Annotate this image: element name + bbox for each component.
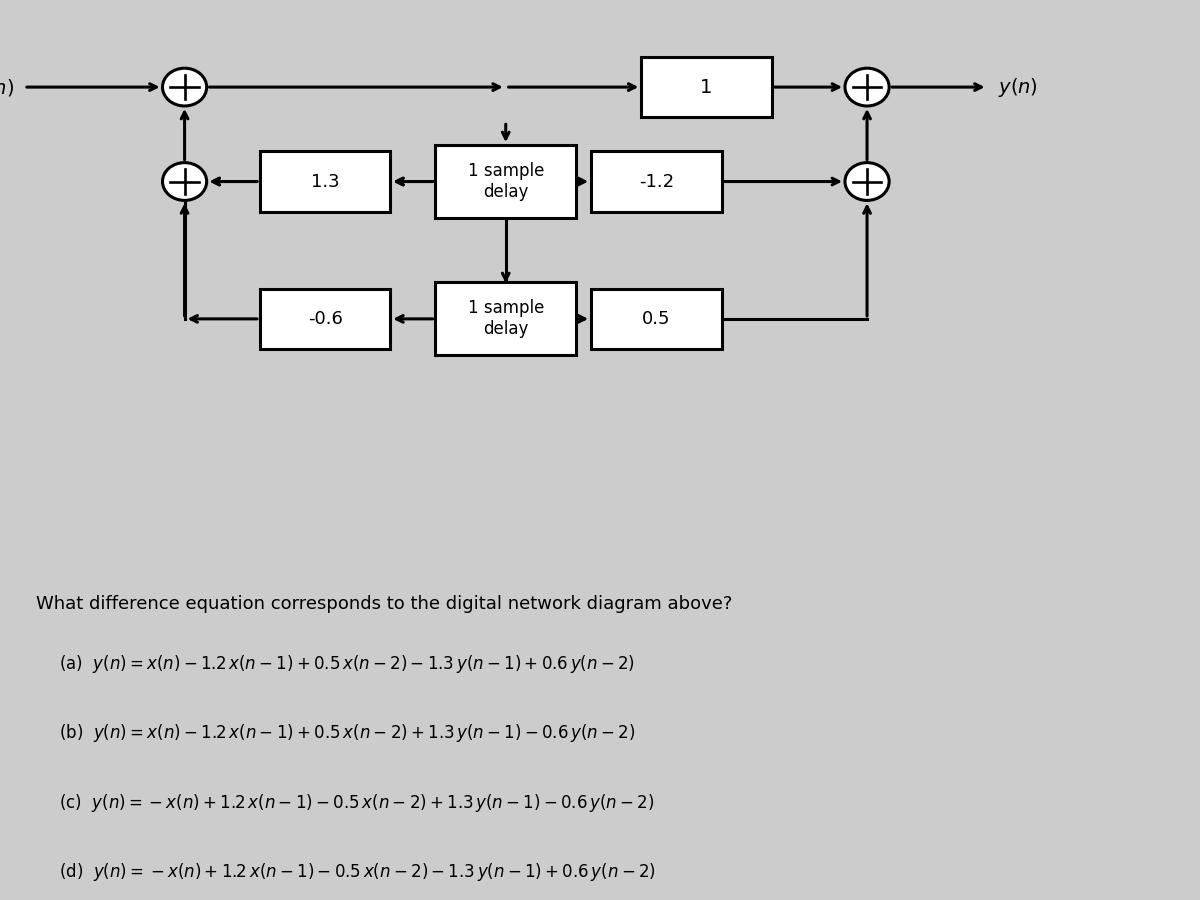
Text: $y(n)$: $y(n)$ [997, 76, 1038, 99]
Bar [592, 151, 721, 212]
Text: (a)  $y(n) = x(n) - 1.2\,x(n-1) + 0.5\,x(n-2) - 1.3\,y(n-1) + 0.6\,y(n-2)$: (a) $y(n) = x(n) - 1.2\,x(n-1) + 0.5\,x(… [59, 652, 635, 675]
Text: 1 sample
delay: 1 sample delay [468, 300, 544, 338]
Bar [436, 283, 576, 356]
Text: 1.3: 1.3 [311, 173, 340, 191]
Bar [436, 145, 576, 218]
Text: (b)  $y(n) = x(n) - 1.2\,x(n-1) + 0.5\,x(n-2) + 1.3\,y(n-1) - 0.6\,y(n-2)$: (b) $y(n) = x(n) - 1.2\,x(n-1) + 0.5\,x(… [59, 723, 635, 744]
Circle shape [845, 68, 889, 106]
Text: -1.2: -1.2 [638, 173, 674, 191]
Text: 0.5: 0.5 [642, 310, 671, 328]
Text: $x(n)$: $x(n)$ [0, 76, 14, 97]
Bar [260, 151, 390, 212]
Bar [592, 289, 721, 349]
Text: What difference equation corresponds to the digital network diagram above?: What difference equation corresponds to … [36, 595, 732, 613]
Text: -0.6: -0.6 [307, 310, 342, 328]
Text: 1: 1 [701, 77, 713, 96]
Bar [641, 57, 772, 117]
Circle shape [845, 163, 889, 201]
Text: (d)  $y(n) = -x(n) + 1.2\,x(n-1) - 0.5\,x(n-2) - 1.3\,y(n-1) + 0.6\,y(n-2)$: (d) $y(n) = -x(n) + 1.2\,x(n-1) - 0.5\,x… [59, 861, 655, 883]
Circle shape [162, 68, 206, 106]
Text: 1 sample
delay: 1 sample delay [468, 162, 544, 201]
Circle shape [162, 163, 206, 201]
Bar [260, 289, 390, 349]
Text: (c)  $y(n) = -x(n) + 1.2\,x(n-1) - 0.5\,x(n-2) + 1.3\,y(n-1) - 0.6\,y(n-2)$: (c) $y(n) = -x(n) + 1.2\,x(n-1) - 0.5\,x… [59, 792, 654, 814]
